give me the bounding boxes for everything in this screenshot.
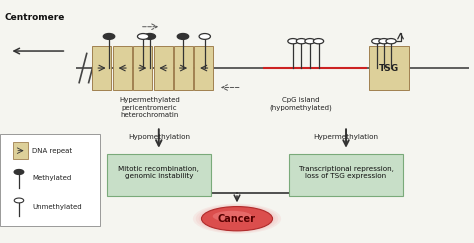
FancyBboxPatch shape bbox=[13, 142, 28, 159]
FancyBboxPatch shape bbox=[154, 46, 173, 90]
Ellipse shape bbox=[201, 207, 273, 231]
Ellipse shape bbox=[201, 207, 273, 231]
FancyBboxPatch shape bbox=[113, 46, 132, 90]
Text: Hypomethylation: Hypomethylation bbox=[128, 134, 190, 140]
Circle shape bbox=[137, 34, 149, 39]
Ellipse shape bbox=[199, 206, 275, 232]
Circle shape bbox=[305, 39, 315, 44]
Text: Cancer: Cancer bbox=[218, 214, 256, 224]
Circle shape bbox=[199, 34, 210, 39]
Circle shape bbox=[386, 39, 396, 44]
Circle shape bbox=[379, 39, 389, 44]
Ellipse shape bbox=[193, 204, 281, 234]
Text: CpG island
(hypomethylated): CpG island (hypomethylated) bbox=[270, 97, 332, 111]
Text: Transcriptional repression,
loss of TSG expression: Transcriptional repression, loss of TSG … bbox=[299, 166, 393, 179]
Circle shape bbox=[144, 34, 155, 39]
FancyBboxPatch shape bbox=[0, 134, 100, 226]
Circle shape bbox=[177, 34, 189, 39]
Circle shape bbox=[313, 39, 324, 44]
Text: DNA repeat: DNA repeat bbox=[32, 148, 73, 154]
Text: Hypermethylation: Hypermethylation bbox=[313, 134, 379, 140]
Text: Mitotic recombination,
genomic instability: Mitotic recombination, genomic instabili… bbox=[118, 166, 199, 179]
Circle shape bbox=[14, 170, 24, 174]
FancyBboxPatch shape bbox=[92, 46, 111, 90]
Circle shape bbox=[288, 39, 298, 44]
FancyBboxPatch shape bbox=[368, 46, 409, 90]
FancyBboxPatch shape bbox=[107, 154, 211, 196]
Ellipse shape bbox=[196, 205, 278, 233]
Circle shape bbox=[372, 39, 382, 44]
Text: Centromere: Centromere bbox=[5, 12, 65, 22]
Ellipse shape bbox=[213, 211, 252, 222]
Circle shape bbox=[103, 34, 115, 39]
Circle shape bbox=[14, 198, 24, 203]
Text: Methylated: Methylated bbox=[32, 175, 72, 181]
FancyBboxPatch shape bbox=[174, 46, 193, 90]
FancyBboxPatch shape bbox=[133, 46, 152, 90]
Text: TSG: TSG bbox=[379, 63, 399, 73]
Circle shape bbox=[296, 39, 307, 44]
Text: Hypermethylated
pericentromeric
heterochromatin: Hypermethylated pericentromeric heteroch… bbox=[119, 97, 180, 118]
FancyBboxPatch shape bbox=[289, 154, 403, 196]
Text: Unmethylated: Unmethylated bbox=[32, 204, 82, 209]
FancyBboxPatch shape bbox=[194, 46, 213, 90]
